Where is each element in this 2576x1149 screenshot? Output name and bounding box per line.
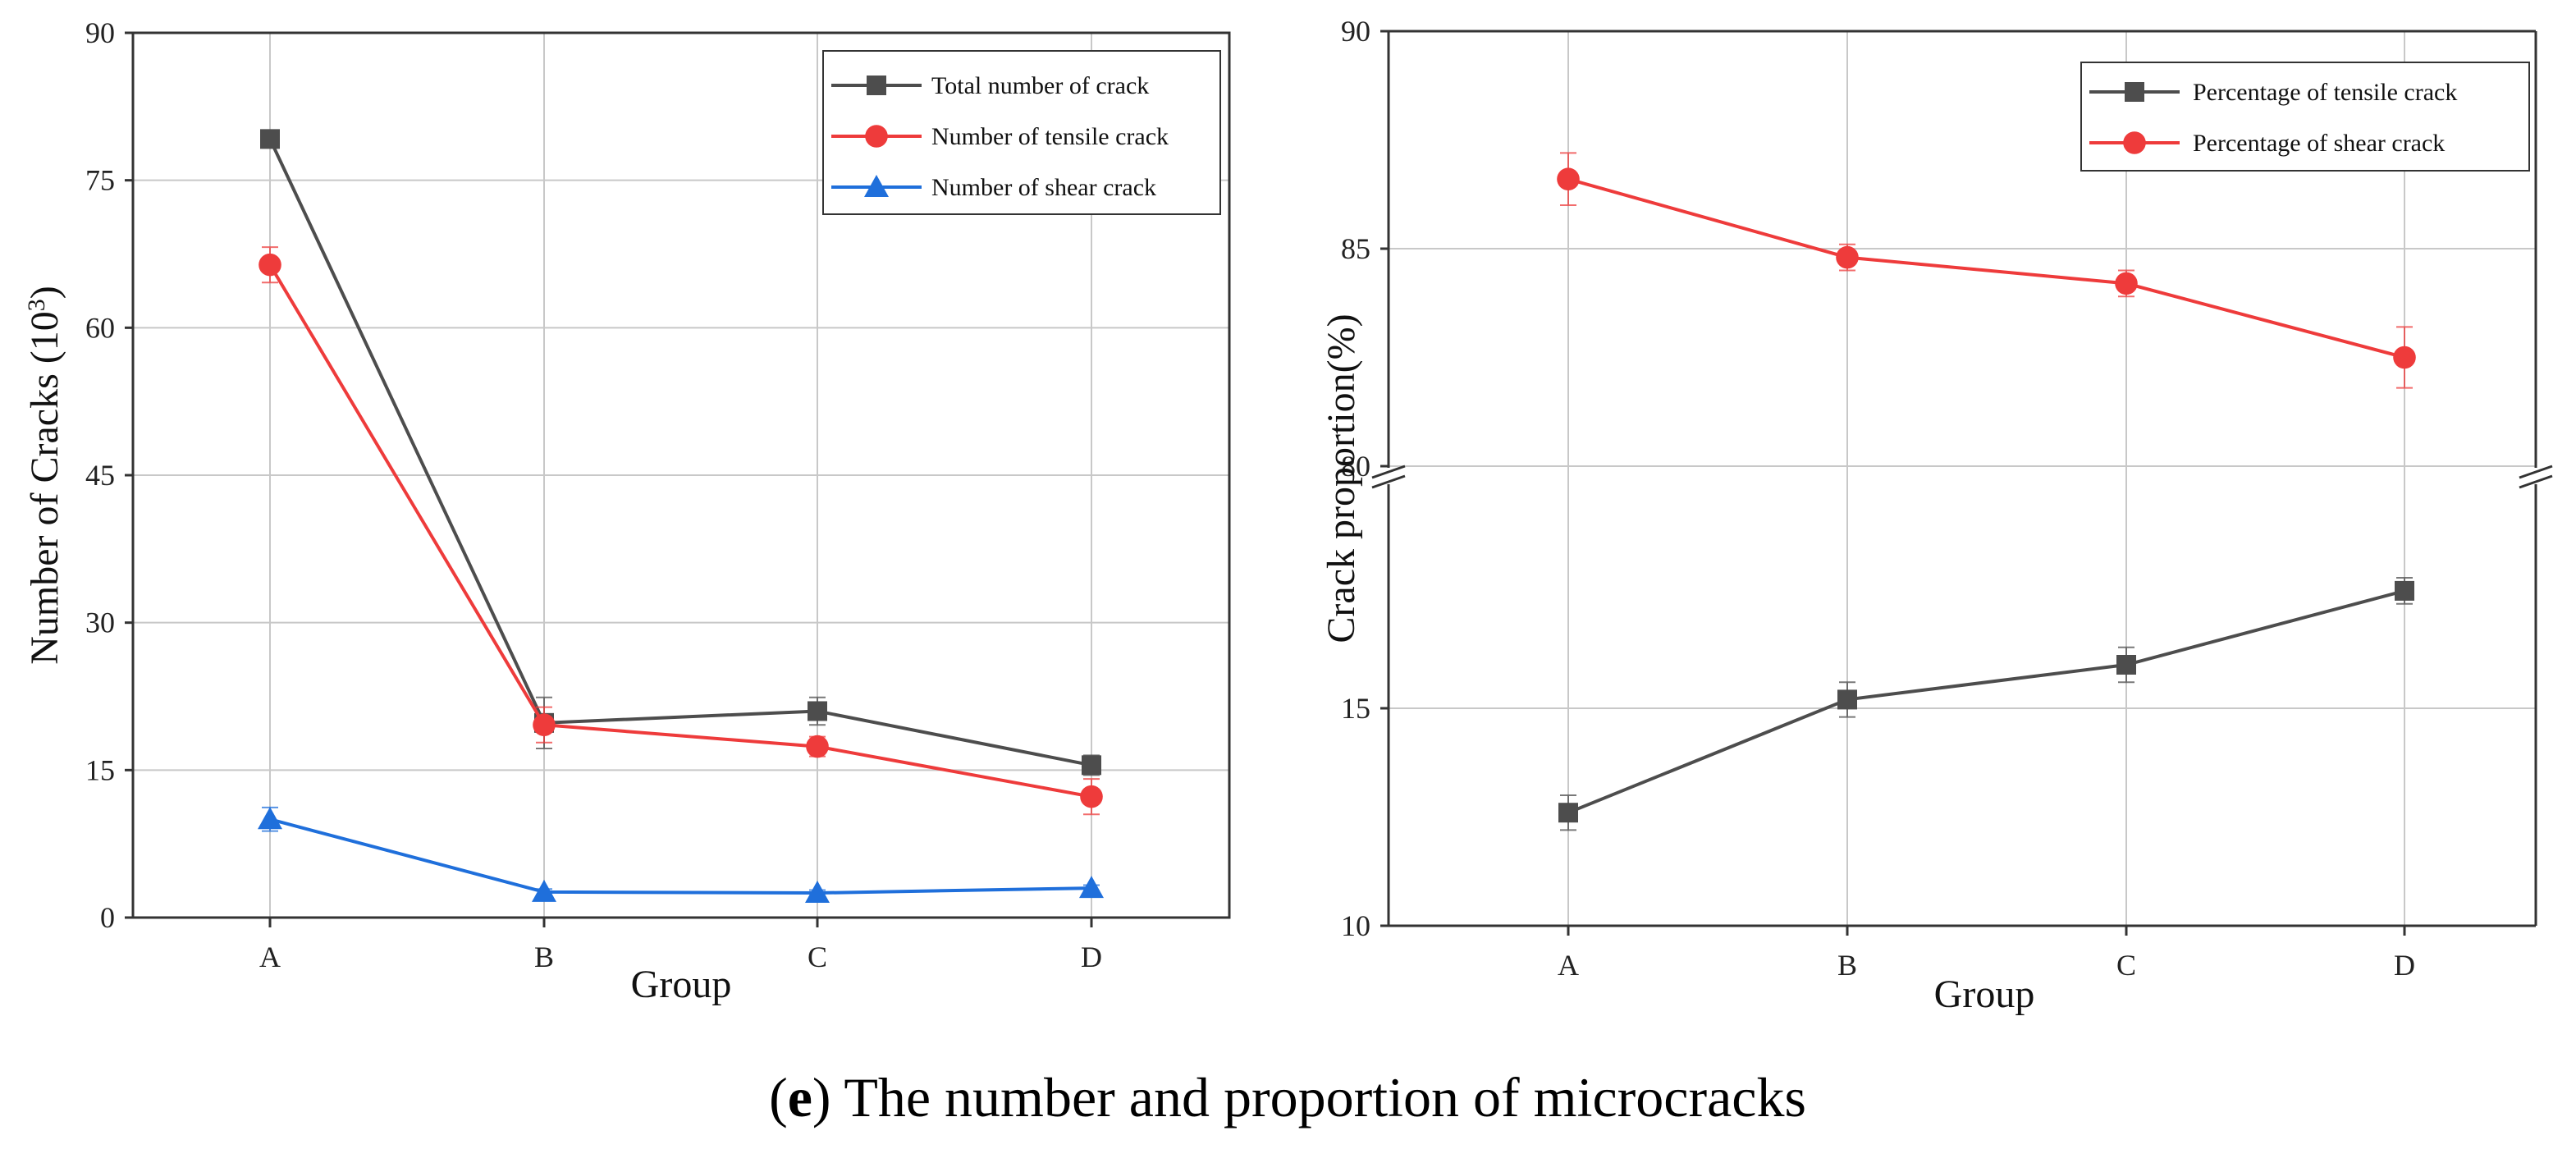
right-x-tick-label: A — [1558, 949, 1579, 982]
right-y-ticks: 10 15 80 85 90 — [1341, 15, 1389, 942]
left-data-point — [533, 713, 556, 737]
left-x-tick-label: B — [534, 941, 554, 973]
right-legend-label: Percentage of tensile crack — [2193, 79, 2457, 106]
right-data-point — [1836, 245, 1859, 269]
right-x-tick-label: C — [2116, 949, 2136, 982]
right-data-point — [2115, 272, 2138, 295]
left-legend-items: Total number of crack Number of tensile c… — [831, 72, 1169, 201]
left-data-point — [806, 735, 829, 758]
left-legend-marker — [864, 175, 889, 197]
right-series — [1557, 152, 2416, 831]
left-x-tick-label: D — [1081, 941, 1102, 973]
right-y-tick-label: 85 — [1341, 232, 1370, 265]
left-data-point — [258, 807, 282, 830]
left-y-tick-label: 45 — [85, 459, 115, 492]
right-y-tick-label: 10 — [1341, 909, 1370, 942]
right-data-point — [2395, 580, 2414, 601]
caption-close-paren: ) — [812, 1066, 831, 1128]
right-axis-break-right — [2519, 465, 2553, 489]
left-data-point — [532, 879, 556, 902]
right-x-axis-title: Group — [1934, 973, 2035, 1016]
left-legend-marker — [867, 76, 886, 95]
right-axis-break-left — [1371, 465, 1406, 489]
right-y-tick-label: 15 — [1341, 692, 1370, 725]
right-series-line — [1567, 177, 2405, 359]
right-series-0 — [1558, 577, 2414, 831]
right-data-point — [1557, 167, 1580, 190]
left-series-line — [268, 263, 1092, 799]
left-y-tick-label: 30 — [85, 607, 115, 639]
left-x-tick-label: A — [259, 941, 281, 973]
left-data-point — [1080, 785, 1103, 808]
left-y-axis-title: Number of Cracks (103) — [23, 286, 67, 665]
right-legend-items: Percentage of tensile crack Percentage of… — [2089, 79, 2457, 157]
right-data-point — [1837, 689, 1857, 710]
caption-open-paren: ( — [769, 1066, 788, 1128]
right-y-tick-label: 90 — [1341, 15, 1370, 48]
left-series-line — [268, 138, 1092, 767]
right-x-tick-label: B — [1837, 949, 1857, 982]
right-data-point — [1558, 803, 1578, 823]
right-y-tick-label: 80 — [1341, 450, 1370, 483]
left-gridlines — [133, 33, 1229, 918]
right-y-axis-title: Crack proportion(%) — [1320, 314, 1363, 643]
right-series-line — [1567, 588, 2405, 815]
right-data-point — [2116, 655, 2136, 675]
right-legend-marker — [2123, 131, 2146, 154]
caption-letter: e — [788, 1066, 812, 1128]
left-y-axis-title-superscript: 3 — [23, 299, 50, 311]
left-legend-label: Number of shear crack — [931, 174, 1156, 201]
left-y-tick-label: 60 — [85, 311, 115, 344]
left-y-axis-title-main: Number of Cracks (10 — [23, 311, 66, 665]
left-y-ticks: 0 15 30 45 60 75 90 — [85, 16, 133, 934]
right-legend-marker — [2125, 82, 2144, 102]
left-x-axis-title: Group — [631, 963, 732, 1006]
left-x-tick-label: C — [808, 941, 827, 973]
left-legend-label: Number of tensile crack — [931, 123, 1169, 150]
right-legend: Percentage of tensile crack Percentage of… — [2080, 62, 2530, 172]
left-series-line — [269, 817, 1092, 895]
left-chart: 0 15 30 45 60 75 90 A B C D Group Number of Crack… — [23, 16, 1231, 1006]
left-x-ticks: A B C D — [259, 918, 1102, 973]
right-data-point — [2393, 346, 2416, 369]
left-y-tick-label: 90 — [85, 16, 115, 49]
left-series-2 — [258, 806, 1104, 904]
left-y-tick-label: 75 — [85, 164, 115, 197]
right-x-ticks: A B C D — [1558, 926, 2415, 982]
left-legend: Total number of crack Number of tensile c… — [822, 50, 1221, 215]
left-series-1 — [259, 246, 1103, 816]
left-data-point — [1079, 876, 1104, 899]
right-series-1 — [1557, 152, 2416, 389]
left-y-axis-title-close: ) — [23, 286, 66, 299]
right-legend-label: Percentage of shear crack — [2193, 130, 2445, 157]
left-series-0 — [260, 129, 1101, 776]
right-legend-box — [2080, 62, 2530, 172]
left-y-tick-label: 0 — [100, 901, 115, 934]
left-legend-marker — [865, 125, 888, 148]
left-legend-label: Total number of crack — [931, 72, 1149, 99]
left-data-point — [805, 881, 830, 904]
left-y-tick-label: 15 — [85, 753, 115, 786]
caption-text: The number and proportion of microcracks — [831, 1066, 1806, 1128]
left-data-point — [1082, 755, 1101, 776]
left-series — [258, 129, 1104, 904]
left-data-point — [259, 253, 281, 277]
figure-caption: (e) The number and proportion of microcr… — [769, 1066, 1806, 1128]
left-data-point — [808, 701, 827, 721]
left-data-point — [260, 129, 280, 149]
right-chart: 10 15 80 85 90 A B C D Group Crack proportion(%… — [1320, 15, 2553, 1016]
right-x-tick-label: D — [2394, 949, 2415, 982]
